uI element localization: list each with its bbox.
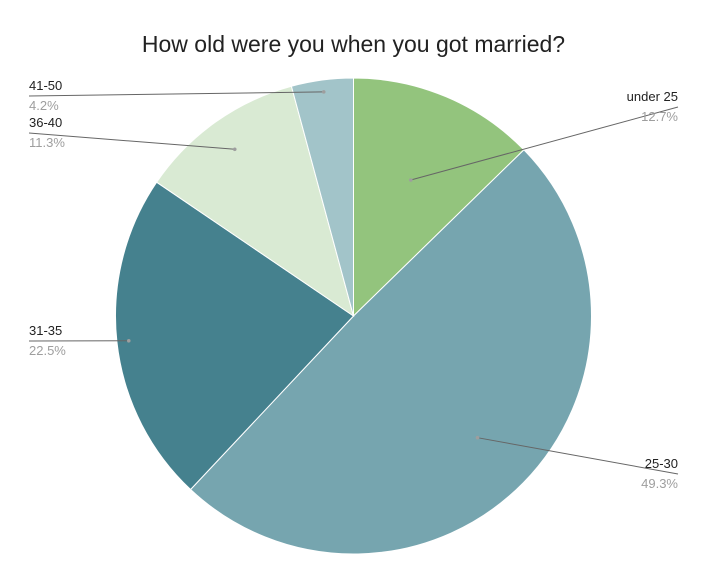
leader-line-36-40 [28,132,235,150]
leader-dot-25-30 [475,435,480,440]
slice-percent-25-30: 49.3% [641,476,678,491]
slice-label-25-30: 25-30 [645,456,678,471]
pie-slice-25-30 [189,149,592,555]
leader-dot-36-40 [232,147,237,152]
pie-slices [115,77,592,555]
pie-slice-under-25 [353,77,525,318]
leader-line-25-30 [477,437,679,475]
slice-percent-36-40: 11.3% [29,135,65,150]
slice-percent-41-50: 4.2% [29,98,59,113]
slice-label-31-35: 31-35 [29,323,62,338]
slice-labels: under 25 12.7% 25-30 49.3% 31-35 22.5% 36-40 11… [28,78,679,491]
pie-slice-41-50 [290,77,354,317]
leader-line-41-50 [28,91,324,97]
leader-dot-31-35 [126,339,131,343]
slice-label-36-40: 36-40 [29,115,62,130]
slice-percent-under-25: 12.7% [641,109,678,124]
slice-label-41-50: 41-50 [29,78,62,93]
slice-percent-31-35: 22.5% [29,343,66,358]
pie-slice-36-40 [155,85,355,318]
leader-dot-41-50 [321,90,326,94]
pie-slice-31-35 [115,181,355,491]
leader-line-under-25 [410,106,679,181]
slice-label-under-25: under 25 [627,89,678,104]
chart-title: How old were you when you got married? [142,31,565,57]
leader-dot-under-25 [409,178,413,182]
